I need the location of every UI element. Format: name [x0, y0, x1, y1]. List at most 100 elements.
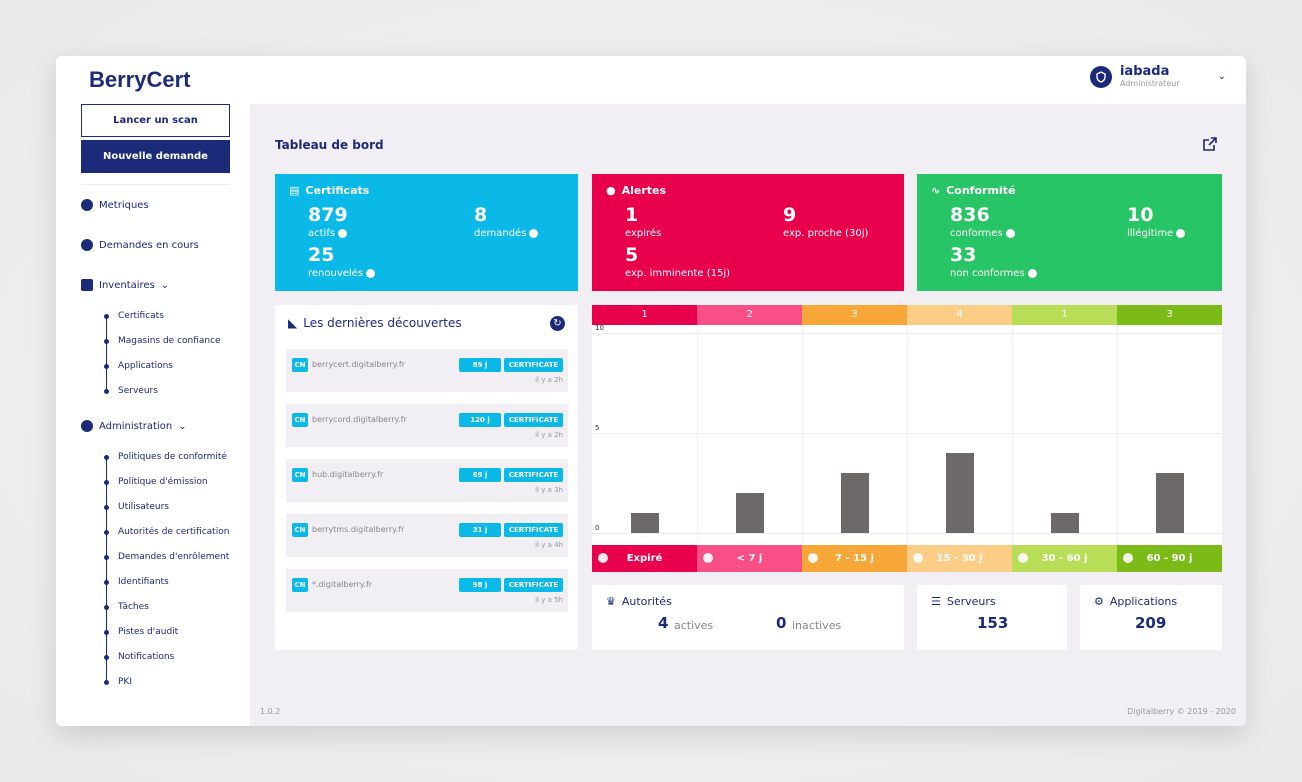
- chart-bar[interactable]: [840, 473, 869, 533]
- card-header: ⚙ Applications: [1094, 595, 1178, 608]
- sidebar-item-label: Demandes en cours: [99, 239, 199, 251]
- hostname: hub.digitalberry.fr: [312, 470, 384, 479]
- sidebar-item-label: Administration: [99, 420, 173, 432]
- sidebar-sub-audit[interactable]: Pistes d'audit: [118, 627, 179, 637]
- imminent-count: 5: [625, 244, 639, 266]
- certificates-card[interactable]: ▤ Certificats 879 actifs 8 demandés 25 r…: [275, 174, 578, 291]
- crown-icon: ♛: [606, 595, 616, 608]
- sidebar-item-administration[interactable]: Administration ⌄: [81, 420, 187, 432]
- sidebar-sub-users[interactable]: Utilisateurs: [118, 502, 169, 512]
- chart-bar[interactable]: [1155, 473, 1184, 533]
- list-item[interactable]: CN hub.digitalberry.fr 69 j CERTIFICATE …: [286, 459, 568, 502]
- tree-dot: [104, 580, 109, 585]
- sidebar-sub-compliance-policies[interactable]: Politiques de conformité: [118, 452, 227, 462]
- compliant-count: 836: [950, 204, 990, 226]
- chart-category-label[interactable]: 15 - 30 j: [907, 545, 1012, 572]
- chart-category-label[interactable]: Expiré: [592, 545, 697, 572]
- user-menu[interactable]: iabada Administrateur ⌄: [1089, 65, 1226, 88]
- hostname: berrytms.digitalberry.fr: [312, 525, 405, 534]
- list-item[interactable]: CN berrycord.digitalberry.fr 120 j CERTI…: [286, 404, 568, 447]
- list-item[interactable]: CN berrycert.digitalberry.fr 89 j CERTIF…: [286, 349, 568, 392]
- cn-badge: CN: [292, 413, 308, 427]
- sidebar-sub-applications[interactable]: Applications: [118, 361, 173, 371]
- info-icon[interactable]: [1176, 229, 1186, 238]
- card-header: ● Alertes: [606, 184, 666, 197]
- tree-dot: [104, 364, 109, 369]
- chart-bar[interactable]: [735, 493, 764, 533]
- tree-line: [106, 316, 107, 391]
- sidebar-sub-certificats[interactable]: Certificats: [118, 311, 164, 321]
- chart-vertical-gridline: [802, 325, 803, 545]
- sidebar-item-metrics[interactable]: Metriques: [81, 199, 149, 211]
- chart-count-label: 1: [1012, 305, 1117, 325]
- chart-y-tick-label: 10: [595, 324, 604, 332]
- sidebar-item-inventories[interactable]: Inventaires ⌄: [81, 279, 169, 291]
- list-item[interactable]: CN berrytms.digitalberry.fr 31 j CERTIFI…: [286, 514, 568, 557]
- chevron-down-icon: ⌄: [178, 420, 187, 432]
- sidebar-item-label: Metriques: [99, 199, 149, 211]
- chart-x-tick-label: 7 - 15 j: [835, 553, 874, 564]
- category-icon: [1123, 553, 1133, 563]
- card-header: ☰ Serveurs: [931, 595, 996, 608]
- hostname: berrycord.digitalberry.fr: [312, 415, 407, 424]
- chart-category-label[interactable]: 60 - 90 j: [1117, 545, 1222, 572]
- sidebar-item-pending[interactable]: Demandes en cours: [81, 239, 199, 251]
- chart-vertical-gridline: [697, 325, 698, 545]
- alerts-card[interactable]: ● Alertes 1 expirés 9 exp. proche (30j) …: [592, 174, 904, 291]
- new-request-button[interactable]: Nouvelle demande: [81, 140, 230, 173]
- cn-badge: CN: [292, 468, 308, 482]
- scan-button[interactable]: Lancer un scan: [81, 104, 230, 137]
- days-badge: 31 j: [459, 523, 501, 537]
- info-icon[interactable]: [529, 229, 539, 238]
- chart-x-tick-label: Expiré: [626, 553, 663, 564]
- applications-count: 209: [1135, 614, 1167, 632]
- chart-category-label[interactable]: 7 - 15 j: [802, 545, 907, 572]
- chart-count-label: 3: [802, 305, 907, 325]
- sidebar-sub-enrollment[interactable]: Demandes d'enrôlement: [118, 552, 230, 562]
- compliance-card[interactable]: ∿ Conformité 836 conformes 10 illégitime…: [917, 174, 1222, 291]
- chart-bar[interactable]: [1050, 513, 1079, 533]
- main-content: Tableau de bord ▤ Certificats 879 actifs…: [250, 104, 1246, 726]
- cn-badge: CN: [292, 578, 308, 592]
- chart-category-label[interactable]: 30 - 60 j: [1012, 545, 1117, 572]
- days-badge: 120 j: [459, 413, 501, 427]
- chart-x-tick-label: 15 - 30 j: [936, 553, 983, 564]
- refresh-icon[interactable]: ↻: [550, 316, 565, 331]
- servers-card[interactable]: ☰ Serveurs 153: [917, 585, 1067, 650]
- authorities-card[interactable]: ♛ Autorités 4 actives 0 inactives: [592, 585, 904, 650]
- chart-bar[interactable]: [630, 513, 659, 533]
- sidebar-sub-identifiers[interactable]: Identifiants: [118, 577, 169, 587]
- list-item[interactable]: CN *.digitalberry.fr 98 j CERTIFICATE il…: [286, 569, 568, 612]
- expired-label: expirés: [625, 228, 662, 239]
- chart-y-tick-label: 5: [595, 424, 600, 432]
- sidebar-sub-cas[interactable]: Autorités de certification: [118, 527, 230, 537]
- sidebar-sub-truststores[interactable]: Magasins de confiance: [118, 336, 221, 346]
- info-icon[interactable]: [1005, 229, 1015, 238]
- external-link-icon[interactable]: [1203, 137, 1217, 151]
- sidebar-item-label: Inventaires: [99, 279, 155, 291]
- info-icon[interactable]: [1027, 269, 1037, 278]
- sidebar-sub-issuance-policy[interactable]: Politique d'émission: [118, 477, 208, 487]
- info-icon[interactable]: [338, 229, 348, 238]
- chevron-down-icon: ⌄: [160, 279, 170, 291]
- sidebar-sub-tasks[interactable]: Tâches: [118, 602, 149, 612]
- sidebar-sub-notifications[interactable]: Notifications: [118, 652, 175, 662]
- chart-bar[interactable]: [945, 453, 974, 533]
- chart-count-label: 2: [697, 305, 802, 325]
- app-logo[interactable]: BerryCert: [89, 67, 191, 92]
- applications-card[interactable]: ⚙ Applications 209: [1080, 585, 1222, 650]
- gauge-icon: [81, 199, 93, 211]
- active-label: actifs: [308, 228, 348, 239]
- chevron-down-icon[interactable]: ⌄: [1217, 71, 1226, 82]
- card-title: Certificats: [305, 184, 370, 197]
- sidebar-sub-pki[interactable]: PKI: [118, 677, 132, 687]
- info-icon[interactable]: [366, 269, 376, 278]
- hostname: berrycert.digitalberry.fr: [312, 360, 406, 369]
- chart-x-tick-label: < 7 j: [736, 553, 763, 564]
- building-icon: [81, 279, 93, 291]
- page-title: Tableau de bord: [275, 138, 384, 152]
- card-header: ▤ Certificats: [289, 184, 369, 197]
- chart-category-label[interactable]: < 7 j: [697, 545, 802, 572]
- sidebar-sub-servers[interactable]: Serveurs: [118, 386, 158, 396]
